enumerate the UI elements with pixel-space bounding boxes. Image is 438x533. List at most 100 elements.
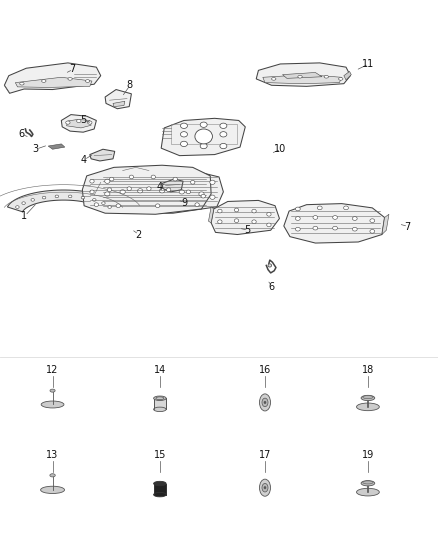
- Text: 19: 19: [362, 450, 374, 460]
- Ellipse shape: [41, 486, 64, 494]
- Ellipse shape: [55, 195, 59, 198]
- Ellipse shape: [201, 195, 205, 198]
- Ellipse shape: [66, 121, 70, 124]
- Ellipse shape: [363, 481, 373, 484]
- Text: 3: 3: [32, 144, 38, 154]
- Polygon shape: [48, 144, 65, 149]
- Ellipse shape: [85, 80, 90, 82]
- Ellipse shape: [357, 488, 379, 496]
- Text: 8: 8: [126, 80, 132, 90]
- Ellipse shape: [105, 179, 110, 183]
- Ellipse shape: [296, 217, 300, 221]
- Ellipse shape: [267, 223, 271, 227]
- Polygon shape: [7, 190, 120, 212]
- Polygon shape: [162, 179, 183, 192]
- Ellipse shape: [127, 187, 131, 191]
- Ellipse shape: [154, 481, 166, 486]
- Ellipse shape: [370, 219, 374, 223]
- Ellipse shape: [267, 212, 271, 216]
- Ellipse shape: [102, 202, 105, 205]
- Text: 5: 5: [244, 225, 251, 235]
- Ellipse shape: [370, 229, 374, 233]
- Ellipse shape: [159, 189, 165, 193]
- Ellipse shape: [173, 177, 177, 181]
- Ellipse shape: [210, 195, 215, 199]
- Ellipse shape: [116, 204, 120, 207]
- Ellipse shape: [42, 196, 46, 199]
- Ellipse shape: [220, 123, 227, 128]
- Ellipse shape: [333, 215, 338, 220]
- Ellipse shape: [296, 207, 300, 211]
- Text: 5: 5: [80, 115, 86, 125]
- Polygon shape: [256, 63, 350, 86]
- Text: 16: 16: [259, 365, 271, 375]
- Ellipse shape: [31, 199, 35, 201]
- Polygon shape: [94, 169, 223, 213]
- Text: 7: 7: [404, 222, 410, 231]
- Ellipse shape: [77, 119, 81, 123]
- Ellipse shape: [166, 188, 171, 191]
- Ellipse shape: [155, 204, 160, 207]
- Polygon shape: [161, 118, 245, 156]
- Polygon shape: [82, 165, 211, 214]
- Ellipse shape: [357, 403, 379, 410]
- Polygon shape: [67, 119, 91, 128]
- Ellipse shape: [234, 208, 239, 212]
- Text: 14: 14: [154, 365, 166, 375]
- Ellipse shape: [50, 389, 55, 392]
- Ellipse shape: [361, 395, 375, 401]
- Polygon shape: [61, 115, 96, 132]
- Ellipse shape: [68, 78, 72, 80]
- Polygon shape: [90, 149, 115, 161]
- Ellipse shape: [200, 143, 207, 149]
- Ellipse shape: [88, 121, 92, 124]
- Text: 4: 4: [80, 155, 86, 165]
- Polygon shape: [344, 71, 351, 80]
- Text: 6: 6: [18, 130, 24, 139]
- Ellipse shape: [147, 187, 151, 191]
- Polygon shape: [284, 204, 385, 243]
- Ellipse shape: [262, 398, 268, 407]
- Ellipse shape: [90, 190, 94, 193]
- Ellipse shape: [339, 78, 343, 80]
- Ellipse shape: [81, 196, 85, 199]
- Ellipse shape: [218, 220, 222, 224]
- Ellipse shape: [333, 227, 338, 230]
- Text: 7: 7: [69, 64, 75, 74]
- Text: 11: 11: [362, 59, 374, 69]
- Ellipse shape: [324, 76, 328, 78]
- Ellipse shape: [220, 132, 227, 137]
- Ellipse shape: [50, 474, 55, 477]
- Text: 15: 15: [154, 450, 166, 460]
- Ellipse shape: [105, 192, 110, 196]
- Polygon shape: [263, 75, 342, 84]
- Ellipse shape: [220, 143, 227, 149]
- Ellipse shape: [200, 122, 207, 127]
- Text: 12: 12: [46, 365, 59, 375]
- Ellipse shape: [252, 220, 256, 224]
- Ellipse shape: [234, 219, 239, 223]
- Ellipse shape: [191, 180, 195, 184]
- Ellipse shape: [16, 206, 19, 208]
- Ellipse shape: [296, 227, 300, 231]
- Text: 9: 9: [181, 198, 187, 207]
- Text: 6: 6: [268, 282, 275, 292]
- Text: 2: 2: [135, 230, 141, 239]
- Ellipse shape: [180, 123, 187, 128]
- Ellipse shape: [361, 481, 375, 486]
- Ellipse shape: [210, 180, 215, 184]
- Ellipse shape: [218, 209, 222, 213]
- Text: 10: 10: [274, 144, 286, 154]
- Polygon shape: [208, 207, 214, 223]
- Ellipse shape: [138, 189, 143, 193]
- Ellipse shape: [120, 190, 125, 194]
- Ellipse shape: [180, 132, 187, 137]
- Polygon shape: [154, 398, 166, 409]
- Text: 1: 1: [21, 211, 27, 221]
- Ellipse shape: [252, 209, 256, 213]
- Ellipse shape: [107, 188, 112, 191]
- Ellipse shape: [41, 401, 64, 408]
- Ellipse shape: [68, 195, 72, 198]
- Ellipse shape: [151, 175, 155, 179]
- Polygon shape: [283, 72, 322, 78]
